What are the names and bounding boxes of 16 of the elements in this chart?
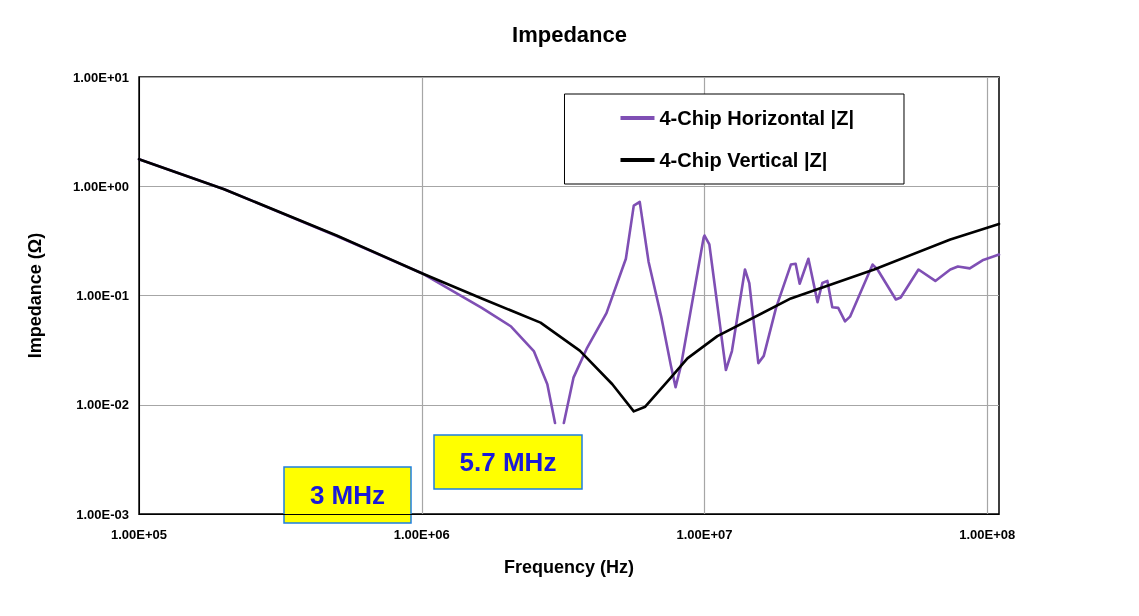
annotation: 5.7 MHz <box>459 447 557 477</box>
legend-label: 4-Chip Vertical |Z| <box>659 149 828 171</box>
chart-title: Impedance <box>512 21 627 47</box>
y-tick-label: 1.00E-02 <box>76 397 129 413</box>
x-tick-label: 1.00E+08 <box>959 527 1016 542</box>
y-tick-label: 1.00E-01 <box>76 288 129 303</box>
y-tick-label: 1.00E+01 <box>72 69 129 85</box>
x-tick-label: 1.00E+06 <box>393 527 450 542</box>
x-axis-title: Frequency (Hz) <box>503 557 635 577</box>
y-tick-label: 1.00E+00 <box>72 178 129 194</box>
y-tick-label: 1.00E-03 <box>76 506 129 522</box>
legend-label: 4-Chip Horizontal |Z| <box>659 107 854 129</box>
y-axis-title: Impedance (Ω) <box>25 232 45 359</box>
x-tick-label: 1.00E+07 <box>676 527 733 542</box>
annotation: 3 MHz <box>309 480 386 510</box>
x-tick-label: 1.00E+05 <box>110 527 168 542</box>
